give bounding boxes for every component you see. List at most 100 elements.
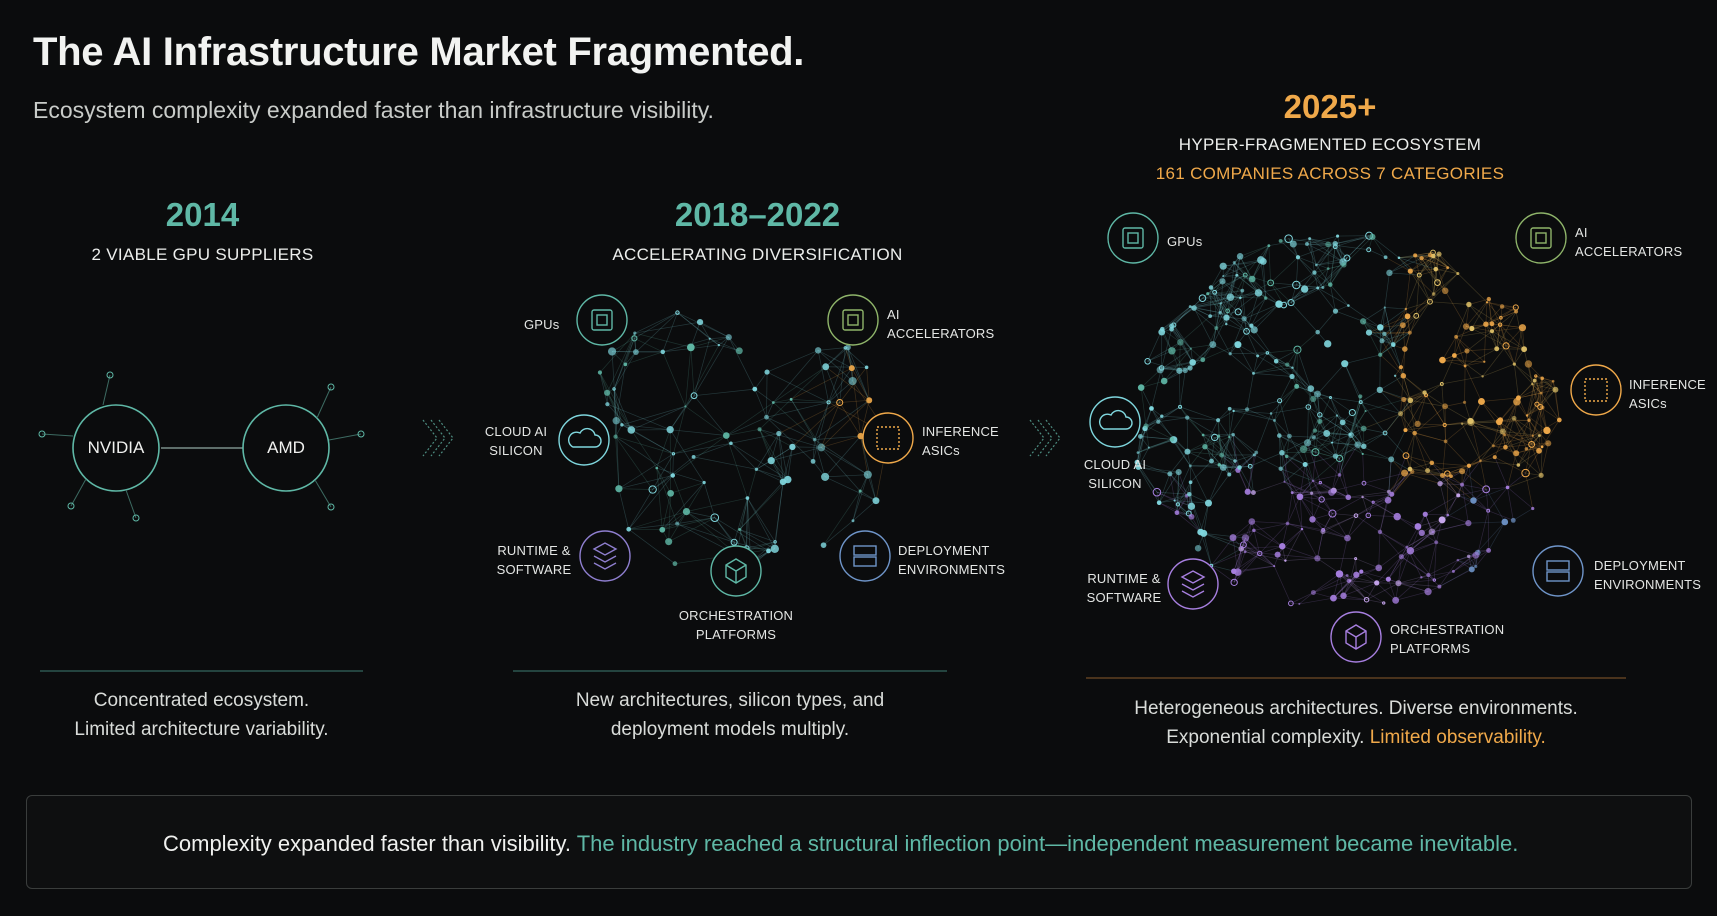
- network-link: [1268, 245, 1272, 283]
- network-link: [1169, 451, 1188, 475]
- network-node: [1503, 433, 1507, 437]
- network-node: [864, 365, 869, 370]
- network-link: [1528, 420, 1532, 445]
- network-link: [1376, 556, 1402, 584]
- network-node: [1244, 488, 1251, 495]
- network-node: [1403, 428, 1408, 433]
- network-node: [1274, 551, 1281, 558]
- network-link: [1368, 315, 1408, 333]
- network-link: [1491, 327, 1523, 332]
- network-node: [1425, 468, 1431, 474]
- network-link: [773, 366, 826, 403]
- network-node: [1422, 511, 1428, 517]
- network-node: [826, 400, 831, 405]
- network-node: [1540, 376, 1544, 381]
- network-link: [1223, 274, 1237, 277]
- network-link: [1237, 344, 1254, 374]
- network-node: [1420, 576, 1423, 579]
- network-link: [1300, 490, 1334, 496]
- network-link: [677, 517, 715, 524]
- network-link: [1488, 510, 1514, 521]
- network-link: [1397, 516, 1422, 534]
- network-link: [1317, 393, 1338, 416]
- network-link: [1384, 332, 1410, 335]
- network-node: [1219, 262, 1227, 270]
- network-link: [1309, 238, 1317, 266]
- network-link: [714, 517, 769, 552]
- network-link: [1461, 423, 1503, 432]
- network-link: [1410, 531, 1433, 551]
- network-node: [1294, 383, 1300, 389]
- network-link: [746, 547, 775, 550]
- network-link: [1447, 484, 1463, 516]
- network-node: [1456, 271, 1460, 276]
- network-link: [1296, 349, 1298, 387]
- network-link: [1470, 401, 1482, 423]
- network-link: [1464, 402, 1471, 422]
- network-node: [1536, 447, 1542, 454]
- network-node: [1288, 600, 1294, 607]
- network-node: [1539, 391, 1543, 395]
- network-link: [1187, 451, 1224, 468]
- network-link: [1344, 363, 1361, 397]
- network-node: [1383, 255, 1388, 260]
- network-link: [1251, 303, 1280, 327]
- network-link: [1270, 413, 1280, 436]
- network-link: [1291, 376, 1314, 400]
- network-node: [1244, 407, 1250, 412]
- network-link: [1464, 365, 1482, 402]
- network-node: [1249, 323, 1254, 328]
- network-link: [1414, 255, 1438, 283]
- network-link: [1253, 303, 1280, 331]
- network-link: [1539, 381, 1554, 408]
- network-link: [1461, 470, 1487, 490]
- network-link: [1280, 468, 1301, 496]
- network-link: [1274, 400, 1280, 421]
- network-node: [1364, 410, 1367, 413]
- network-link: [851, 367, 870, 401]
- network-link: [615, 436, 620, 489]
- network-node: [1328, 488, 1336, 496]
- network-link: [1223, 259, 1261, 277]
- network-link: [628, 528, 663, 531]
- network-link: [1466, 330, 1493, 352]
- network-node: [1310, 590, 1316, 596]
- network-link: [1414, 432, 1433, 464]
- network-link: [1229, 454, 1255, 475]
- network-node: [866, 397, 873, 404]
- network-node: [735, 347, 743, 355]
- network-node: [690, 392, 698, 400]
- network-link: [1211, 434, 1234, 462]
- network-node: [660, 349, 666, 355]
- network-node: [1228, 435, 1231, 439]
- network-link: [1518, 383, 1533, 399]
- network-link: [1398, 556, 1402, 584]
- network-link: [1331, 415, 1338, 443]
- network-link: [1480, 431, 1503, 461]
- network-link: [618, 475, 673, 490]
- network-link: [1279, 435, 1316, 453]
- network-link: [1427, 470, 1452, 477]
- network-link: [824, 476, 877, 502]
- network-link: [1361, 571, 1377, 584]
- network-link: [1344, 354, 1381, 365]
- network-link: [1485, 306, 1503, 325]
- network-node: [1358, 400, 1363, 404]
- network-link: [1347, 515, 1357, 539]
- network-node: [1204, 499, 1212, 507]
- network-link: [1297, 256, 1329, 269]
- network-link: [1389, 257, 1422, 274]
- network-link: [668, 517, 715, 542]
- network-link: [1464, 365, 1466, 403]
- network-node: [1313, 390, 1321, 398]
- network-link: [1253, 523, 1288, 531]
- network-link: [1496, 324, 1501, 349]
- network-link: [1532, 383, 1556, 391]
- network-link: [1237, 470, 1249, 492]
- label-line: AI: [1575, 225, 1588, 240]
- network-link: [1281, 435, 1290, 453]
- network-link: [1210, 287, 1239, 313]
- network-link: [1330, 397, 1344, 423]
- network-node: [626, 526, 632, 532]
- network-node: [607, 347, 617, 356]
